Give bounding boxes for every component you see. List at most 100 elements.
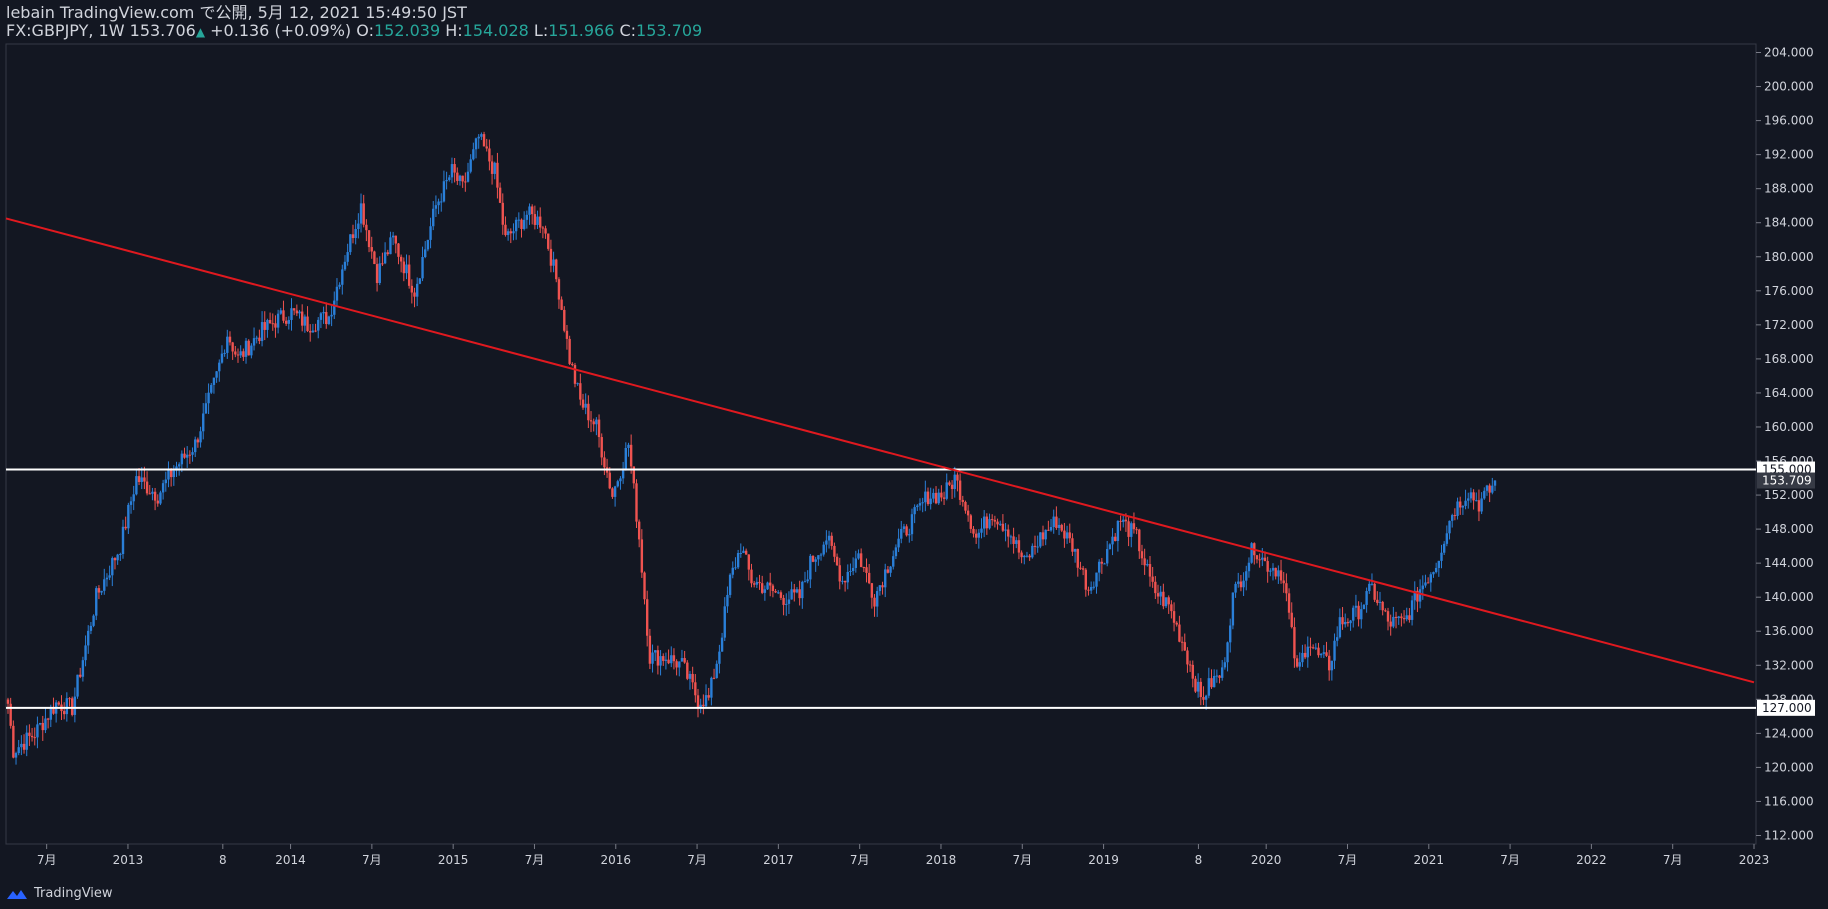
candle-body: [843, 580, 847, 583]
candle-body: [1231, 592, 1235, 626]
candle-body: [389, 237, 392, 255]
candle-body: [46, 718, 50, 720]
candle-body: [565, 330, 569, 339]
candle-body: [1151, 576, 1154, 582]
candle-body: [1220, 667, 1224, 678]
candle-body: [739, 553, 742, 555]
candle-body: [835, 556, 839, 566]
candle-body: [357, 223, 360, 230]
candle-body: [148, 493, 151, 495]
candle-body: [242, 351, 245, 357]
candle-body: [854, 558, 857, 568]
candle-body: [1381, 601, 1384, 611]
candle-body: [514, 219, 518, 232]
x-tick-label: 8: [219, 853, 227, 867]
candle-body: [760, 583, 764, 593]
candle-body: [629, 444, 633, 467]
candle-body: [252, 338, 256, 346]
candle-body: [33, 737, 36, 739]
candle-body: [349, 234, 352, 253]
candle-body: [1135, 529, 1138, 531]
candle-body: [710, 677, 713, 698]
candle-body: [17, 747, 20, 754]
candle-body: [97, 588, 101, 593]
candle-body: [284, 320, 288, 324]
candle-body: [1341, 617, 1344, 625]
candle-body: [892, 556, 895, 567]
candle-body: [908, 534, 911, 536]
candle-body: [584, 403, 587, 408]
time-axis[interactable]: 7月 2013 8 2014 7月 2015 7月 2016 7月 2017 7月 2018 7月 201…: [37, 844, 1769, 867]
candle-body: [1405, 615, 1408, 620]
candle-body: [929, 498, 932, 505]
candle-body: [982, 516, 986, 529]
y-tick-label: 120.000: [1764, 760, 1814, 774]
candle-body: [1226, 642, 1229, 663]
candle-body: [383, 252, 387, 264]
candle-body: [1015, 540, 1018, 544]
candle-body: [654, 650, 657, 653]
candle-body: [817, 555, 820, 560]
candle-body: [1261, 557, 1264, 560]
publish-line: lebain TradingView.com で公開, 5月 12, 2021 …: [6, 3, 467, 22]
candle-body: [894, 547, 898, 557]
candle-body: [1199, 681, 1203, 698]
candle-body: [932, 492, 935, 499]
candle-body: [405, 264, 408, 274]
trendline[interactable]: [5, 217, 1755, 684]
candle-body: [413, 292, 416, 297]
candle-body: [541, 227, 545, 229]
y-tick-label: 164.000: [1764, 386, 1814, 400]
x-tick-label: 7月: [687, 853, 707, 867]
candle-body: [1207, 678, 1211, 696]
candle-body: [1047, 529, 1050, 531]
candle-body: [105, 577, 109, 580]
candle-body: [549, 248, 553, 266]
candle-body: [726, 594, 729, 607]
candle-body: [1073, 548, 1077, 552]
candle-body: [1188, 664, 1192, 666]
price-label-text: 153.709: [1762, 474, 1812, 488]
candle-body: [1084, 569, 1088, 590]
candle-body: [1063, 530, 1066, 539]
y-tick-label: 112.000: [1764, 828, 1814, 842]
candle-body: [731, 567, 734, 575]
candle-body: [1041, 532, 1045, 540]
candle-body: [330, 314, 333, 317]
candle-body: [945, 482, 948, 499]
candle-body: [1335, 637, 1339, 641]
candle-body: [1386, 611, 1390, 622]
candle-body: [867, 572, 871, 584]
candle-body: [1004, 529, 1007, 531]
candle-body: [456, 172, 459, 181]
candle-body: [940, 492, 943, 498]
candle-body: [1319, 653, 1323, 656]
candle-body: [504, 224, 507, 236]
candle-body: [1057, 524, 1061, 528]
x-tick-label: 7月: [1663, 853, 1683, 867]
candle-body: [434, 205, 438, 209]
horizontal-levels: [6, 468, 1756, 709]
candle-body: [972, 528, 975, 534]
candle-body: [1333, 640, 1336, 661]
candle-body: [250, 345, 253, 356]
candle-body: [1448, 520, 1451, 534]
candle-body: [228, 336, 232, 343]
candle-body: [116, 554, 119, 561]
candle-body: [651, 652, 654, 664]
candle-body: [881, 585, 884, 588]
candle-body: [581, 399, 585, 408]
x-tick-label: 7月: [1500, 853, 1520, 867]
candle-body: [517, 219, 521, 221]
tradingview-brand[interactable]: TradingView: [6, 886, 113, 901]
y-tick-label: 184.000: [1764, 216, 1814, 230]
x-tick-label: 7月: [362, 853, 382, 867]
price-axis[interactable]: 112.000116.000120.000124.000128.000132.0…: [1756, 46, 1814, 843]
candle-body: [62, 711, 66, 715]
candle-body: [1418, 589, 1422, 602]
candle-body: [20, 743, 23, 748]
candle-body: [498, 187, 502, 203]
y-tick-label: 168.000: [1764, 352, 1814, 366]
candle-body: [1020, 552, 1023, 558]
